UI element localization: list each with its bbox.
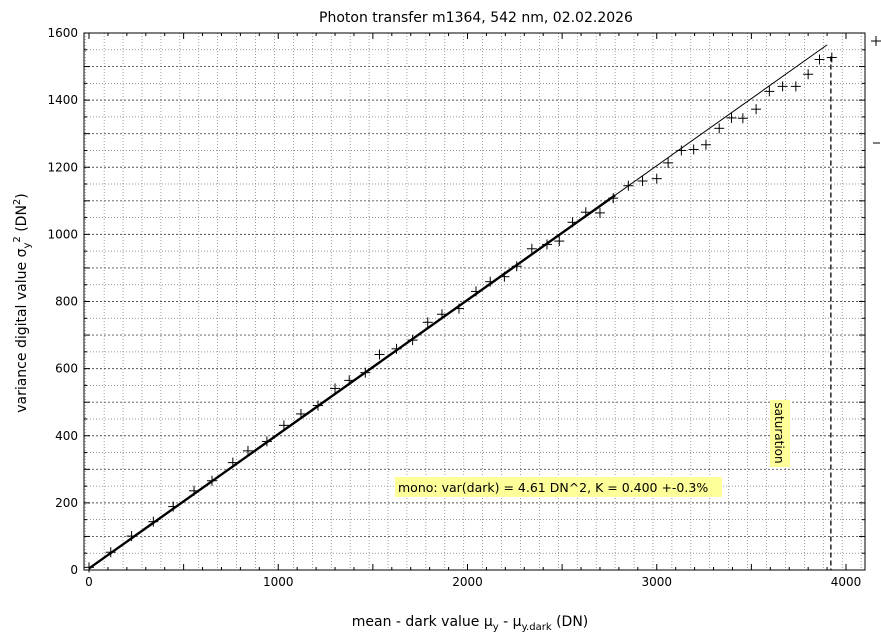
data-point	[471, 286, 482, 297]
data-point	[651, 173, 662, 184]
x-tick-label: 0	[85, 575, 93, 589]
data-point	[261, 436, 272, 447]
data-point	[594, 207, 605, 218]
x-tick-labels: 0 1000 2000 3000 4000	[85, 575, 861, 589]
y-tick-label: 1200	[47, 160, 78, 174]
x-tick-label: 2000	[452, 575, 483, 589]
data-point	[391, 343, 402, 354]
data-point	[790, 81, 801, 92]
y-tick-label: 200	[55, 496, 78, 510]
data-point	[453, 303, 464, 314]
saturation-label: saturation	[772, 402, 786, 463]
annotation-box: mono: var(dark) = 4.61 DN^2, K = 0.400 +…	[395, 477, 722, 497]
data-point	[312, 400, 323, 411]
data-point	[826, 52, 837, 63]
data-point	[344, 375, 355, 386]
axis-ticks	[84, 32, 865, 571]
data-point	[295, 408, 306, 419]
y-tick-label: 1400	[47, 93, 78, 107]
data-point	[189, 485, 200, 496]
x-tick-label: 1000	[263, 575, 294, 589]
y-axis-label: variance digital value σy2 (DN2)	[12, 193, 33, 413]
data-point	[407, 335, 418, 346]
data-point	[803, 69, 814, 80]
data-point	[499, 271, 510, 282]
x-tick-label: 4000	[831, 575, 862, 589]
saturation-marker: saturation	[770, 56, 832, 570]
data-point	[737, 113, 748, 124]
data-point	[676, 145, 687, 156]
data-point	[126, 531, 137, 542]
y-tick-label: 600	[55, 362, 78, 376]
data-point	[511, 261, 522, 272]
data-point	[541, 239, 552, 250]
data-point	[84, 562, 94, 573]
y-tick-label: 800	[55, 295, 78, 309]
data-point	[422, 317, 433, 328]
data-point	[637, 176, 648, 187]
data-point	[623, 180, 634, 191]
data-point	[330, 383, 341, 394]
data-point	[148, 516, 159, 527]
data-point	[814, 54, 825, 65]
data-point	[436, 309, 447, 320]
data-point	[526, 243, 537, 254]
data-point	[105, 547, 116, 558]
data-point	[726, 112, 737, 123]
y-tick-label: 1600	[47, 26, 78, 40]
data-point	[608, 193, 619, 204]
data-point	[374, 349, 385, 360]
data-point	[207, 475, 218, 486]
data-point	[360, 367, 371, 378]
x-axis-label: mean - dark value μy - μy.dark (DN)	[352, 614, 589, 632]
annotation-text: mono: var(dark) = 4.61 DN^2, K = 0.400 +…	[398, 480, 708, 495]
x-tick-label: 3000	[641, 575, 672, 589]
data-point	[663, 157, 674, 168]
data-points	[84, 52, 837, 573]
y-tick-label: 400	[55, 429, 78, 443]
chart-title: Photon transfer m1364, 542 nm, 02.02.202…	[319, 10, 633, 26]
data-point	[554, 236, 565, 247]
data-point	[242, 445, 253, 456]
y-tick-labels: 0 200 400 600 800 1000 1200 1400 1600	[47, 26, 78, 577]
data-point	[227, 457, 238, 468]
data-point	[700, 139, 711, 150]
data-point	[751, 104, 762, 115]
data-point	[764, 86, 775, 97]
data-point	[688, 144, 699, 155]
data-point	[567, 217, 578, 228]
data-point	[777, 81, 788, 92]
annotation-background	[395, 477, 722, 497]
data-point	[278, 420, 289, 431]
saturation-label-background	[770, 400, 790, 467]
legend-markers	[871, 36, 881, 144]
data-point	[714, 123, 725, 134]
y-tick-label: 0	[70, 563, 78, 577]
y-tick-label: 1000	[47, 227, 78, 241]
data-point	[168, 501, 179, 512]
data-point	[485, 276, 496, 287]
data-point	[580, 207, 591, 218]
